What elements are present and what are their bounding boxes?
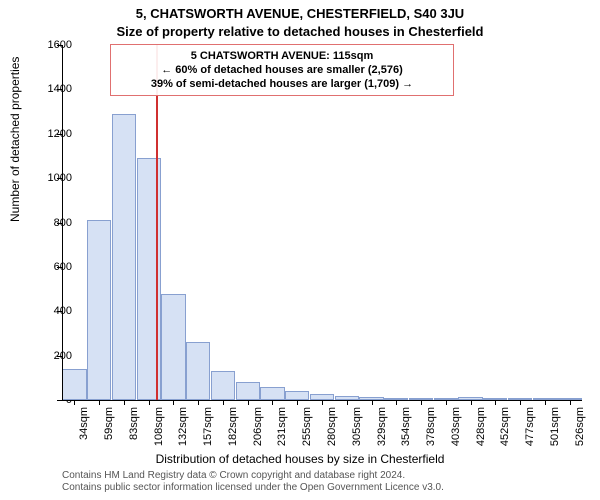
marker-line — [156, 45, 158, 400]
bar — [62, 369, 86, 400]
footer-line2: Contains public sector information licen… — [62, 482, 444, 494]
bar — [112, 114, 136, 400]
bar — [285, 391, 309, 400]
bar — [161, 294, 185, 401]
bar — [87, 220, 111, 400]
y-axis-line — [62, 45, 63, 400]
chart-container: 5, CHATSWORTH AVENUE, CHESTERFIELD, S40 … — [0, 0, 600, 500]
footer-line1: Contains HM Land Registry data © Crown c… — [62, 470, 444, 482]
ytick-label: 1400 — [22, 83, 72, 95]
chart-title-line2: Size of property relative to detached ho… — [0, 24, 600, 39]
footer: Contains HM Land Registry data © Crown c… — [62, 470, 444, 494]
callout-line1: 5 CHATSWORTH AVENUE: 115sqm — [117, 49, 447, 63]
x-axis-label: Distribution of detached houses by size … — [0, 452, 600, 466]
bar — [211, 371, 235, 400]
callout-box: 5 CHATSWORTH AVENUE: 115sqm ← 60% of det… — [110, 44, 454, 96]
x-axis-line — [62, 400, 582, 401]
plot-inner: 34sqm59sqm83sqm108sqm132sqm157sqm182sqm2… — [62, 45, 582, 400]
y-axis-label: Number of detached properties — [8, 57, 22, 222]
ytick-label: 200 — [22, 350, 72, 362]
ytick-label: 800 — [22, 217, 72, 229]
bar — [260, 387, 284, 400]
ytick-label: 400 — [22, 305, 72, 317]
ytick-label: 1000 — [22, 172, 72, 184]
chart-title-line1: 5, CHATSWORTH AVENUE, CHESTERFIELD, S40 … — [0, 6, 600, 21]
callout-line3: 39% of semi-detached houses are larger (… — [117, 77, 447, 91]
bar — [186, 342, 210, 400]
ytick-label: 1600 — [22, 39, 72, 51]
plot-area: 34sqm59sqm83sqm108sqm132sqm157sqm182sqm2… — [62, 45, 582, 400]
ytick-label: 600 — [22, 261, 72, 273]
ytick-label: 1200 — [22, 128, 72, 140]
bar — [236, 382, 260, 400]
callout-line2: ← 60% of detached houses are smaller (2,… — [117, 63, 447, 77]
